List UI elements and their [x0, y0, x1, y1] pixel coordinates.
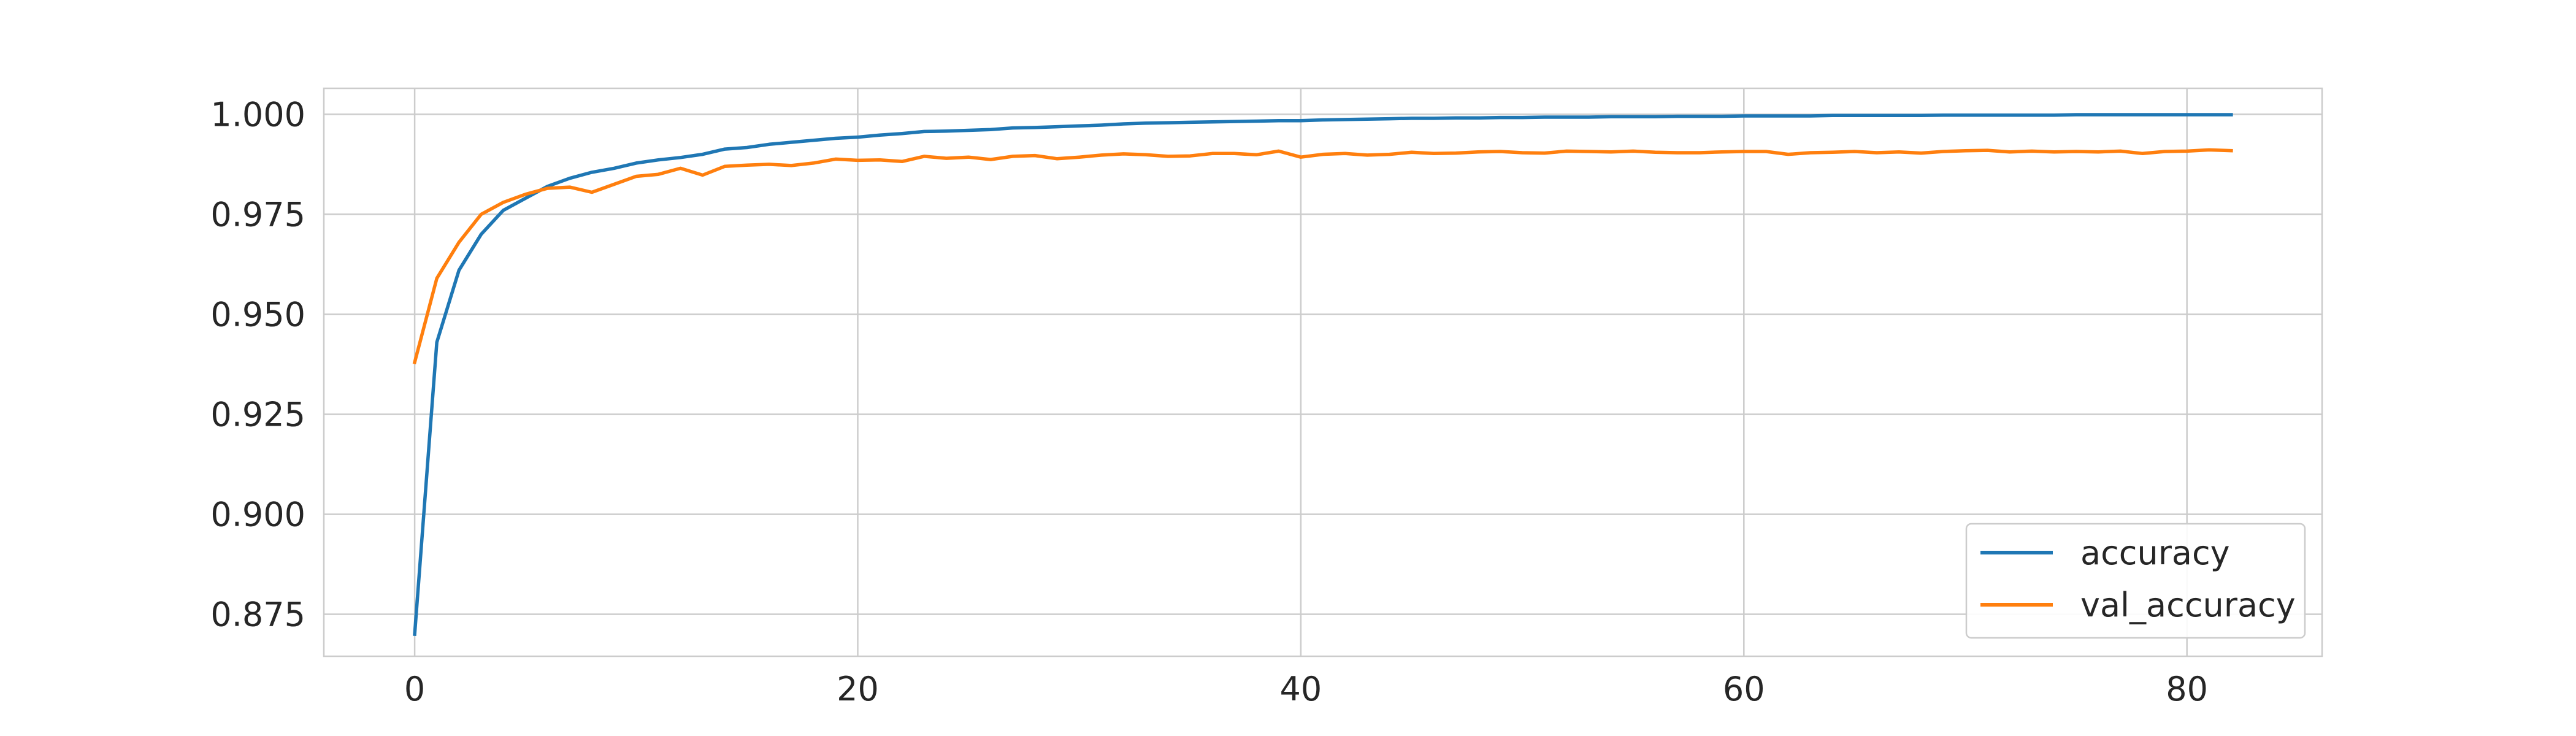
y-tick-label: 0.975 [210, 195, 305, 234]
y-tick-label: 0.875 [210, 596, 305, 634]
y-tick-label: 0.925 [210, 395, 305, 434]
y-tick-label: 1.000 [210, 95, 305, 134]
x-tick-label: 20 [837, 670, 879, 708]
series-line-val-accuracy [412, 148, 2233, 365]
plot-frame [323, 87, 2323, 657]
x-tick-label: 40 [1280, 670, 1322, 708]
legend: accuracy val_accuracy [1965, 523, 2306, 639]
x-axis-ticks: 0 20 40 60 80 [404, 670, 2208, 708]
x-tick-label: 80 [2166, 670, 2208, 708]
legend-label-val-accuracy: val_accuracy [2080, 586, 2296, 624]
series-line-accuracy [413, 113, 2233, 637]
grid [324, 88, 2322, 656]
series-layer [412, 113, 2233, 637]
legend-label-accuracy: accuracy [2080, 534, 2230, 572]
x-tick-label: 0 [404, 670, 425, 708]
y-axis-ticks: 0.875 0.900 0.925 0.950 0.975 1.000 [210, 95, 305, 634]
y-tick-label: 0.900 [210, 496, 305, 534]
x-tick-label: 60 [1723, 670, 1765, 708]
y-tick-label: 0.950 [210, 295, 305, 334]
